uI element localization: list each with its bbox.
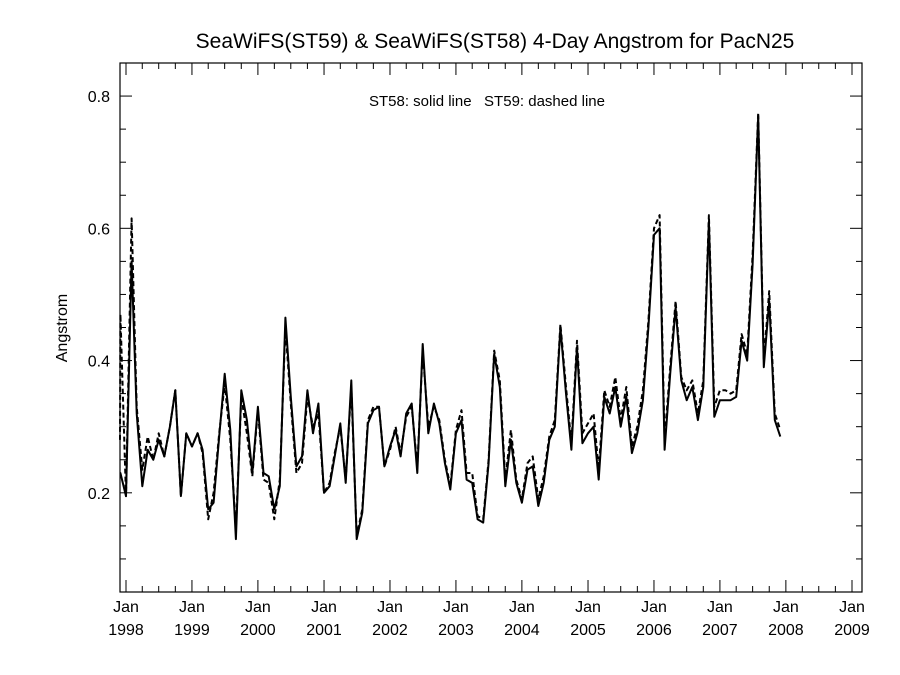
x-tick-label-year: 2005 [570, 622, 606, 639]
x-tick-label-year: 2003 [438, 622, 474, 639]
series-line-st59 [119, 111, 782, 537]
x-tick-label-month: Jan [311, 599, 337, 616]
x-tick-label-month: Jan [773, 599, 799, 616]
x-tick-label-year: 2007 [702, 622, 738, 639]
x-axis: Jan 1998 Jan 1999 Jan 2000 Jan 2001 Jan 2002 Jan 20… [108, 63, 870, 639]
x-tick-label-year: 1999 [174, 622, 210, 639]
x-tick-label-month: Jan [377, 599, 403, 616]
x-tick-label-year: 2004 [504, 622, 540, 639]
y-tick-label: 0.2 [88, 486, 110, 503]
y-tick-label: 0.4 [88, 354, 110, 371]
x-tick-label-year: 2002 [372, 622, 408, 639]
x-tick-label-month: Jan [839, 599, 865, 616]
x-tick-label-month: Jan [113, 599, 139, 616]
x-tick-label-month: Jan [575, 599, 601, 616]
x-tick-label-month: Jan [179, 599, 205, 616]
x-tick-label-year: 2009 [834, 622, 870, 639]
x-tick-label-year: 1998 [108, 622, 144, 639]
series-line-st58 [119, 114, 782, 541]
x-tick-label-year: 2006 [636, 622, 672, 639]
y-tick-label: 0.8 [88, 89, 110, 106]
x-tick-label-year: 2001 [306, 622, 342, 639]
x-tick-label-month: Jan [641, 599, 667, 616]
x-tick-label-month: Jan [707, 599, 733, 616]
x-tick-label-year: 2000 [240, 622, 276, 639]
series-layer [119, 111, 782, 541]
y-axis: 0.2 0.4 0.6 0.8 [88, 62, 862, 560]
y-tick-label: 0.6 [88, 221, 110, 238]
x-tick-label-month: Jan [245, 599, 271, 616]
y-axis-label: Angstrom [54, 294, 71, 362]
x-tick-label-year: 2008 [768, 622, 804, 639]
x-tick-label-month: Jan [443, 599, 469, 616]
chart-annotation: ST58: solid line ST59: dashed line [369, 93, 605, 110]
plot-frame [119, 62, 863, 593]
chart-title: SeaWiFS(ST59) & SeaWiFS(ST58) 4-Day Angs… [196, 30, 795, 53]
x-tick-label-month: Jan [509, 599, 535, 616]
